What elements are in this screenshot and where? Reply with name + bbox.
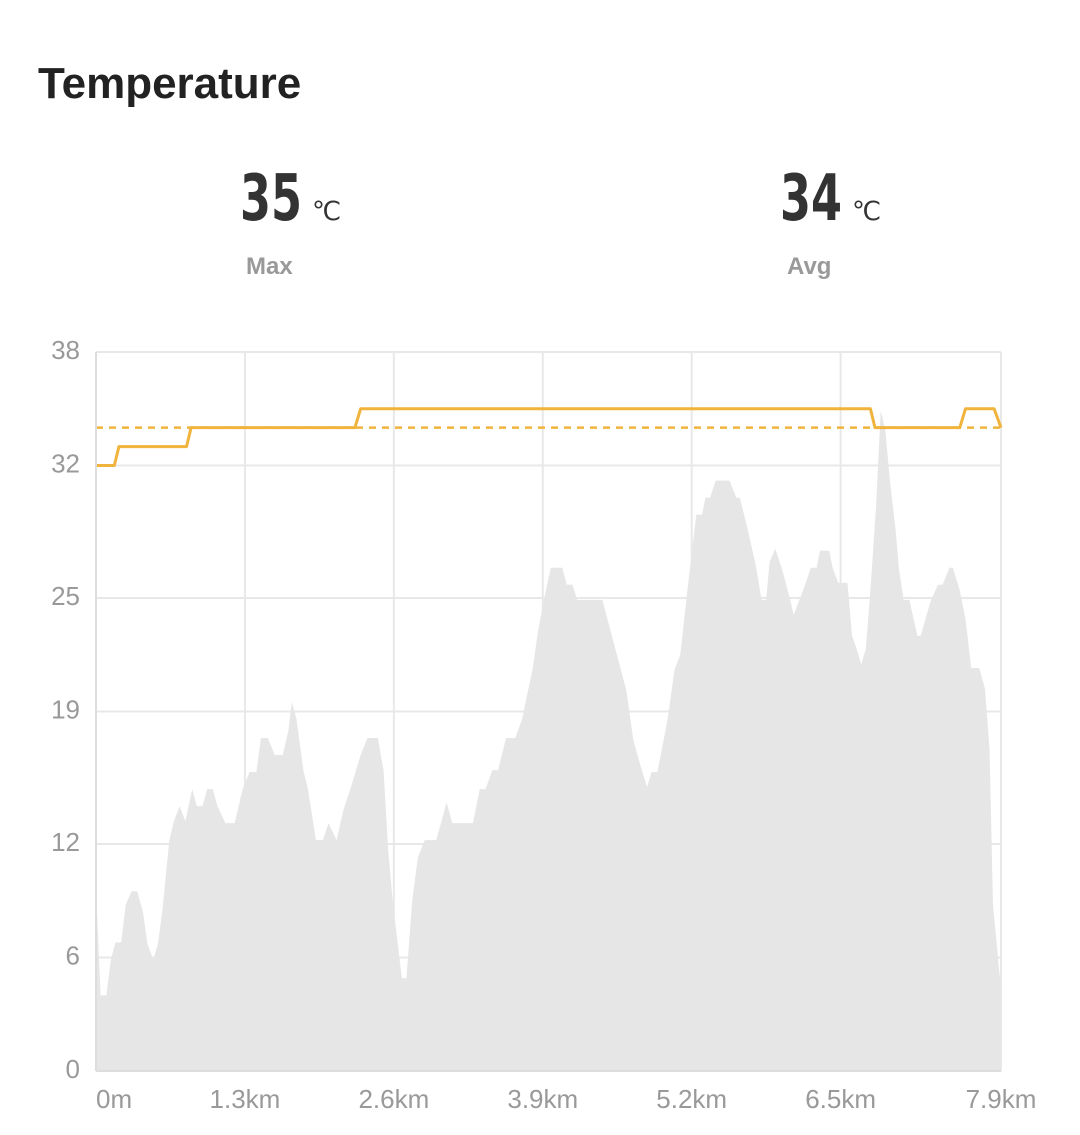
title: Temperature [38,59,301,108]
x-tick-label: 3.9km [507,1084,578,1114]
y-tick-label: 12 [51,827,80,857]
x-tick-label: 0m [96,1084,132,1114]
y-tick-label: 32 [51,448,80,478]
y-tick-label: 25 [51,581,80,611]
y-tick-label: 6 [66,940,80,970]
stat-value: 34 [780,162,842,236]
stat-unit: ℃ [852,196,881,226]
x-tick-label: 2.6km [358,1084,429,1114]
x-tick-label: 1.3km [210,1084,281,1114]
stat-label: Avg [787,253,831,280]
x-tick-label: 7.9km [966,1084,1037,1114]
y-tick-label: 19 [51,694,80,724]
stat-value: 35 [240,162,302,236]
temperature-line [96,407,1003,468]
y-tick-label: 0 [66,1054,80,1084]
stat-label: Max [246,253,293,280]
area [96,410,1001,1071]
x-tick-label: 6.5km [805,1084,876,1114]
x-tick-label: 5.2km [656,1084,727,1114]
stat-unit: ℃ [312,196,341,226]
y-tick-label: 38 [51,335,80,365]
